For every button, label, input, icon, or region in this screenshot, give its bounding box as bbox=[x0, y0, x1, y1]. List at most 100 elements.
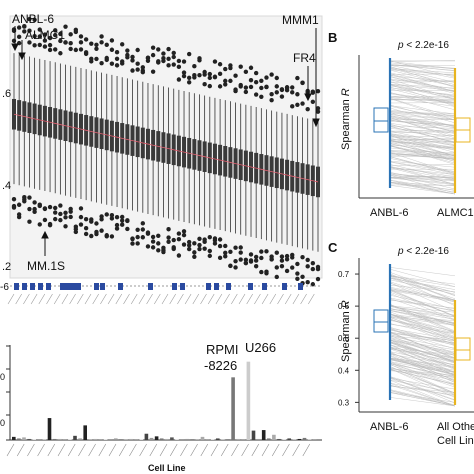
paired-line bbox=[389, 290, 456, 303]
bar bbox=[190, 439, 195, 440]
paired-line bbox=[389, 182, 456, 195]
box-outlier bbox=[186, 80, 192, 85]
bar bbox=[195, 439, 200, 440]
box-outlier bbox=[78, 214, 84, 220]
bar bbox=[261, 430, 266, 440]
paired-line bbox=[389, 129, 456, 132]
bar bbox=[68, 439, 72, 440]
box-outlier bbox=[114, 63, 120, 68]
bar bbox=[277, 438, 281, 440]
xtick-mark bbox=[169, 293, 176, 305]
bar bbox=[22, 437, 26, 440]
bar bbox=[205, 439, 210, 440]
bar bbox=[210, 439, 215, 440]
box-outlier bbox=[243, 69, 249, 75]
box-outlier bbox=[202, 239, 207, 245]
xtick-mark bbox=[261, 293, 269, 305]
box-outlier bbox=[130, 236, 135, 241]
box-outlier bbox=[274, 75, 279, 81]
box-outlier bbox=[150, 239, 156, 244]
box-outlier bbox=[37, 42, 42, 48]
box-outlier bbox=[140, 227, 146, 232]
box-outlier bbox=[233, 245, 238, 250]
paired-line bbox=[389, 166, 456, 178]
xtick-mark bbox=[161, 293, 169, 305]
bar bbox=[42, 439, 47, 440]
box-outlier bbox=[181, 70, 187, 75]
bar-xtick-mark bbox=[159, 443, 168, 457]
paired-line bbox=[389, 97, 456, 118]
box-outlier bbox=[68, 206, 73, 212]
bar bbox=[63, 439, 67, 440]
paired-line bbox=[389, 392, 456, 407]
box-outlier bbox=[279, 254, 285, 259]
box-outlier bbox=[63, 215, 68, 220]
bar-ytick-a: 0 bbox=[0, 372, 5, 382]
box-outlier bbox=[228, 78, 233, 84]
panel-a-plot-area bbox=[9, 15, 323, 279]
box-outlier bbox=[274, 84, 279, 89]
paired-line bbox=[389, 145, 456, 165]
paired-line bbox=[389, 135, 456, 157]
xtick-mark bbox=[92, 293, 99, 305]
box-outlier bbox=[243, 260, 249, 266]
box-outlier bbox=[207, 253, 212, 259]
bar-xtick-mark bbox=[37, 443, 45, 457]
box-outlier bbox=[181, 59, 187, 64]
paired-line bbox=[389, 72, 456, 87]
bar-xtick-mark bbox=[139, 443, 147, 457]
box-outlier bbox=[104, 212, 109, 217]
box-outlier bbox=[94, 42, 99, 47]
panel-c-ytick: 0.7 bbox=[338, 270, 350, 279]
panel-c-box-other bbox=[455, 337, 471, 361]
bar bbox=[52, 438, 57, 440]
paired-line bbox=[389, 83, 456, 89]
bar-xtick-mark bbox=[282, 443, 290, 457]
paired-line bbox=[389, 63, 456, 72]
paired-line bbox=[389, 368, 456, 376]
box-outlier bbox=[140, 65, 146, 70]
panel-c-xtick-anbl6: ANBL-6 bbox=[370, 421, 409, 433]
box-outlier bbox=[47, 47, 53, 53]
box-outlier bbox=[156, 241, 161, 246]
box-outlier bbox=[248, 258, 254, 263]
box-outlier bbox=[181, 229, 187, 234]
bar bbox=[267, 438, 271, 440]
box-outlier bbox=[259, 94, 264, 99]
xtick-mark bbox=[200, 293, 207, 305]
box-outlier bbox=[305, 279, 310, 285]
annotation-fr4: FR4 bbox=[293, 51, 316, 65]
box-outlier bbox=[161, 56, 166, 61]
bar-xtick-mark bbox=[302, 443, 311, 457]
panel-c-xtick-other-1: All Othe bbox=[437, 421, 474, 433]
box-outlier bbox=[73, 27, 79, 33]
panel-b-xtick-anbl6: ANBL-6 bbox=[370, 207, 409, 219]
box-outlier bbox=[114, 214, 120, 220]
box-outlier bbox=[284, 268, 290, 274]
box-outlier bbox=[181, 242, 187, 247]
paired-line bbox=[389, 339, 456, 353]
box-outlier bbox=[259, 78, 264, 83]
strip-mark bbox=[68, 283, 73, 290]
box-outlier bbox=[145, 55, 151, 61]
box-outlier bbox=[130, 58, 135, 63]
bar-xtick-mark bbox=[169, 443, 178, 457]
box-outlier bbox=[300, 80, 305, 85]
box-outlier bbox=[161, 51, 166, 56]
paired-line bbox=[389, 138, 456, 141]
paired-line bbox=[389, 340, 456, 356]
bar-xtick-mark bbox=[47, 443, 56, 457]
box-outlier bbox=[58, 203, 63, 208]
panel-a-ytick-04: .4 bbox=[2, 180, 11, 192]
bar bbox=[185, 438, 189, 440]
xtick-mark bbox=[154, 293, 161, 305]
box-outlier bbox=[212, 241, 218, 246]
paired-line bbox=[389, 117, 456, 139]
panel-c-ytick: 0.6 bbox=[338, 302, 350, 311]
box-outlier bbox=[223, 250, 228, 255]
box-outlier bbox=[156, 233, 161, 239]
paired-line bbox=[389, 348, 456, 373]
box-outlier bbox=[53, 28, 58, 33]
annotation-u266: U266 bbox=[245, 340, 276, 355]
